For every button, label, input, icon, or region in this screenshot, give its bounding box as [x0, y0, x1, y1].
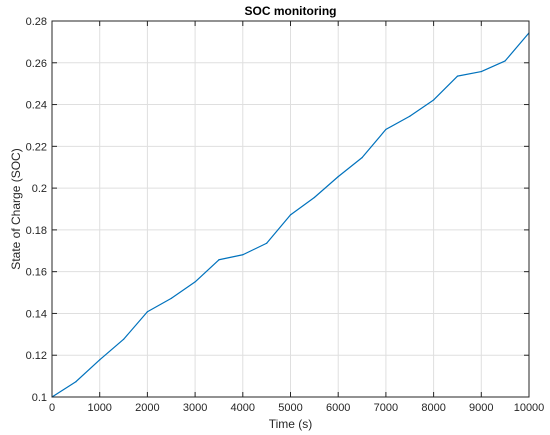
y-tick-labels: 0.1 0.12 0.14 0.16 0.18 0.2 0.22 0.24 0.26 0.28	[26, 16, 47, 404]
grid-lines	[52, 21, 529, 397]
y-tick-label: 0.28	[26, 16, 47, 28]
data-point	[361, 157, 363, 159]
data-point	[242, 254, 244, 256]
x-tick-label: 7000	[374, 402, 398, 414]
data-point	[456, 75, 459, 77]
y-axis-label: State of Charge (SOC)	[9, 148, 23, 269]
data-point	[266, 242, 268, 244]
y-tick-label: 0.16	[26, 267, 47, 279]
y-tick-label: 0.18	[26, 225, 47, 237]
x-tick-label: 6000	[326, 402, 350, 414]
x-tick-label: 10000	[514, 402, 545, 414]
y-tick-label: 0.24	[26, 100, 47, 112]
data-point	[385, 128, 387, 131]
y-tick-label: 0.1	[32, 392, 47, 404]
data-point	[504, 60, 506, 62]
x-tick-label: 0	[49, 402, 55, 414]
chart-title: SOC monitoring	[245, 4, 337, 18]
y-tick-label: 0.14	[26, 308, 47, 320]
data-point	[218, 259, 220, 261]
x-tick-label: 2000	[135, 402, 159, 414]
data-point	[289, 214, 292, 216]
x-tick-label: 3000	[183, 402, 207, 414]
data-point	[170, 297, 172, 300]
data-point	[313, 196, 315, 199]
series-layer	[51, 32, 530, 398]
data-point	[75, 381, 77, 383]
y-tick-label: 0.2	[32, 183, 47, 195]
x-tick-label: 8000	[421, 402, 445, 414]
data-point	[409, 115, 411, 117]
x-tick-label: 1000	[87, 402, 111, 414]
data-point	[146, 311, 148, 313]
data-point	[433, 99, 435, 101]
y-tick-label: 0.12	[26, 350, 47, 362]
data-point	[194, 281, 196, 283]
x-tick-labels: 0 1000 2000 3000 4000 5000 6000 7000 8000 9000 100…	[49, 402, 544, 414]
data-point	[337, 176, 339, 178]
x-tick-label: 9000	[469, 402, 493, 414]
data-point	[480, 70, 482, 73]
x-tick-label: 5000	[278, 402, 302, 414]
y-tick-label: 0.26	[26, 58, 47, 70]
data-point	[99, 359, 101, 361]
data-point	[122, 338, 125, 340]
x-tick-label: 4000	[231, 402, 255, 414]
x-axis-label: Time (s)	[269, 417, 313, 431]
y-tick-label: 0.22	[26, 141, 47, 153]
tick-marks	[51, 20, 530, 398]
